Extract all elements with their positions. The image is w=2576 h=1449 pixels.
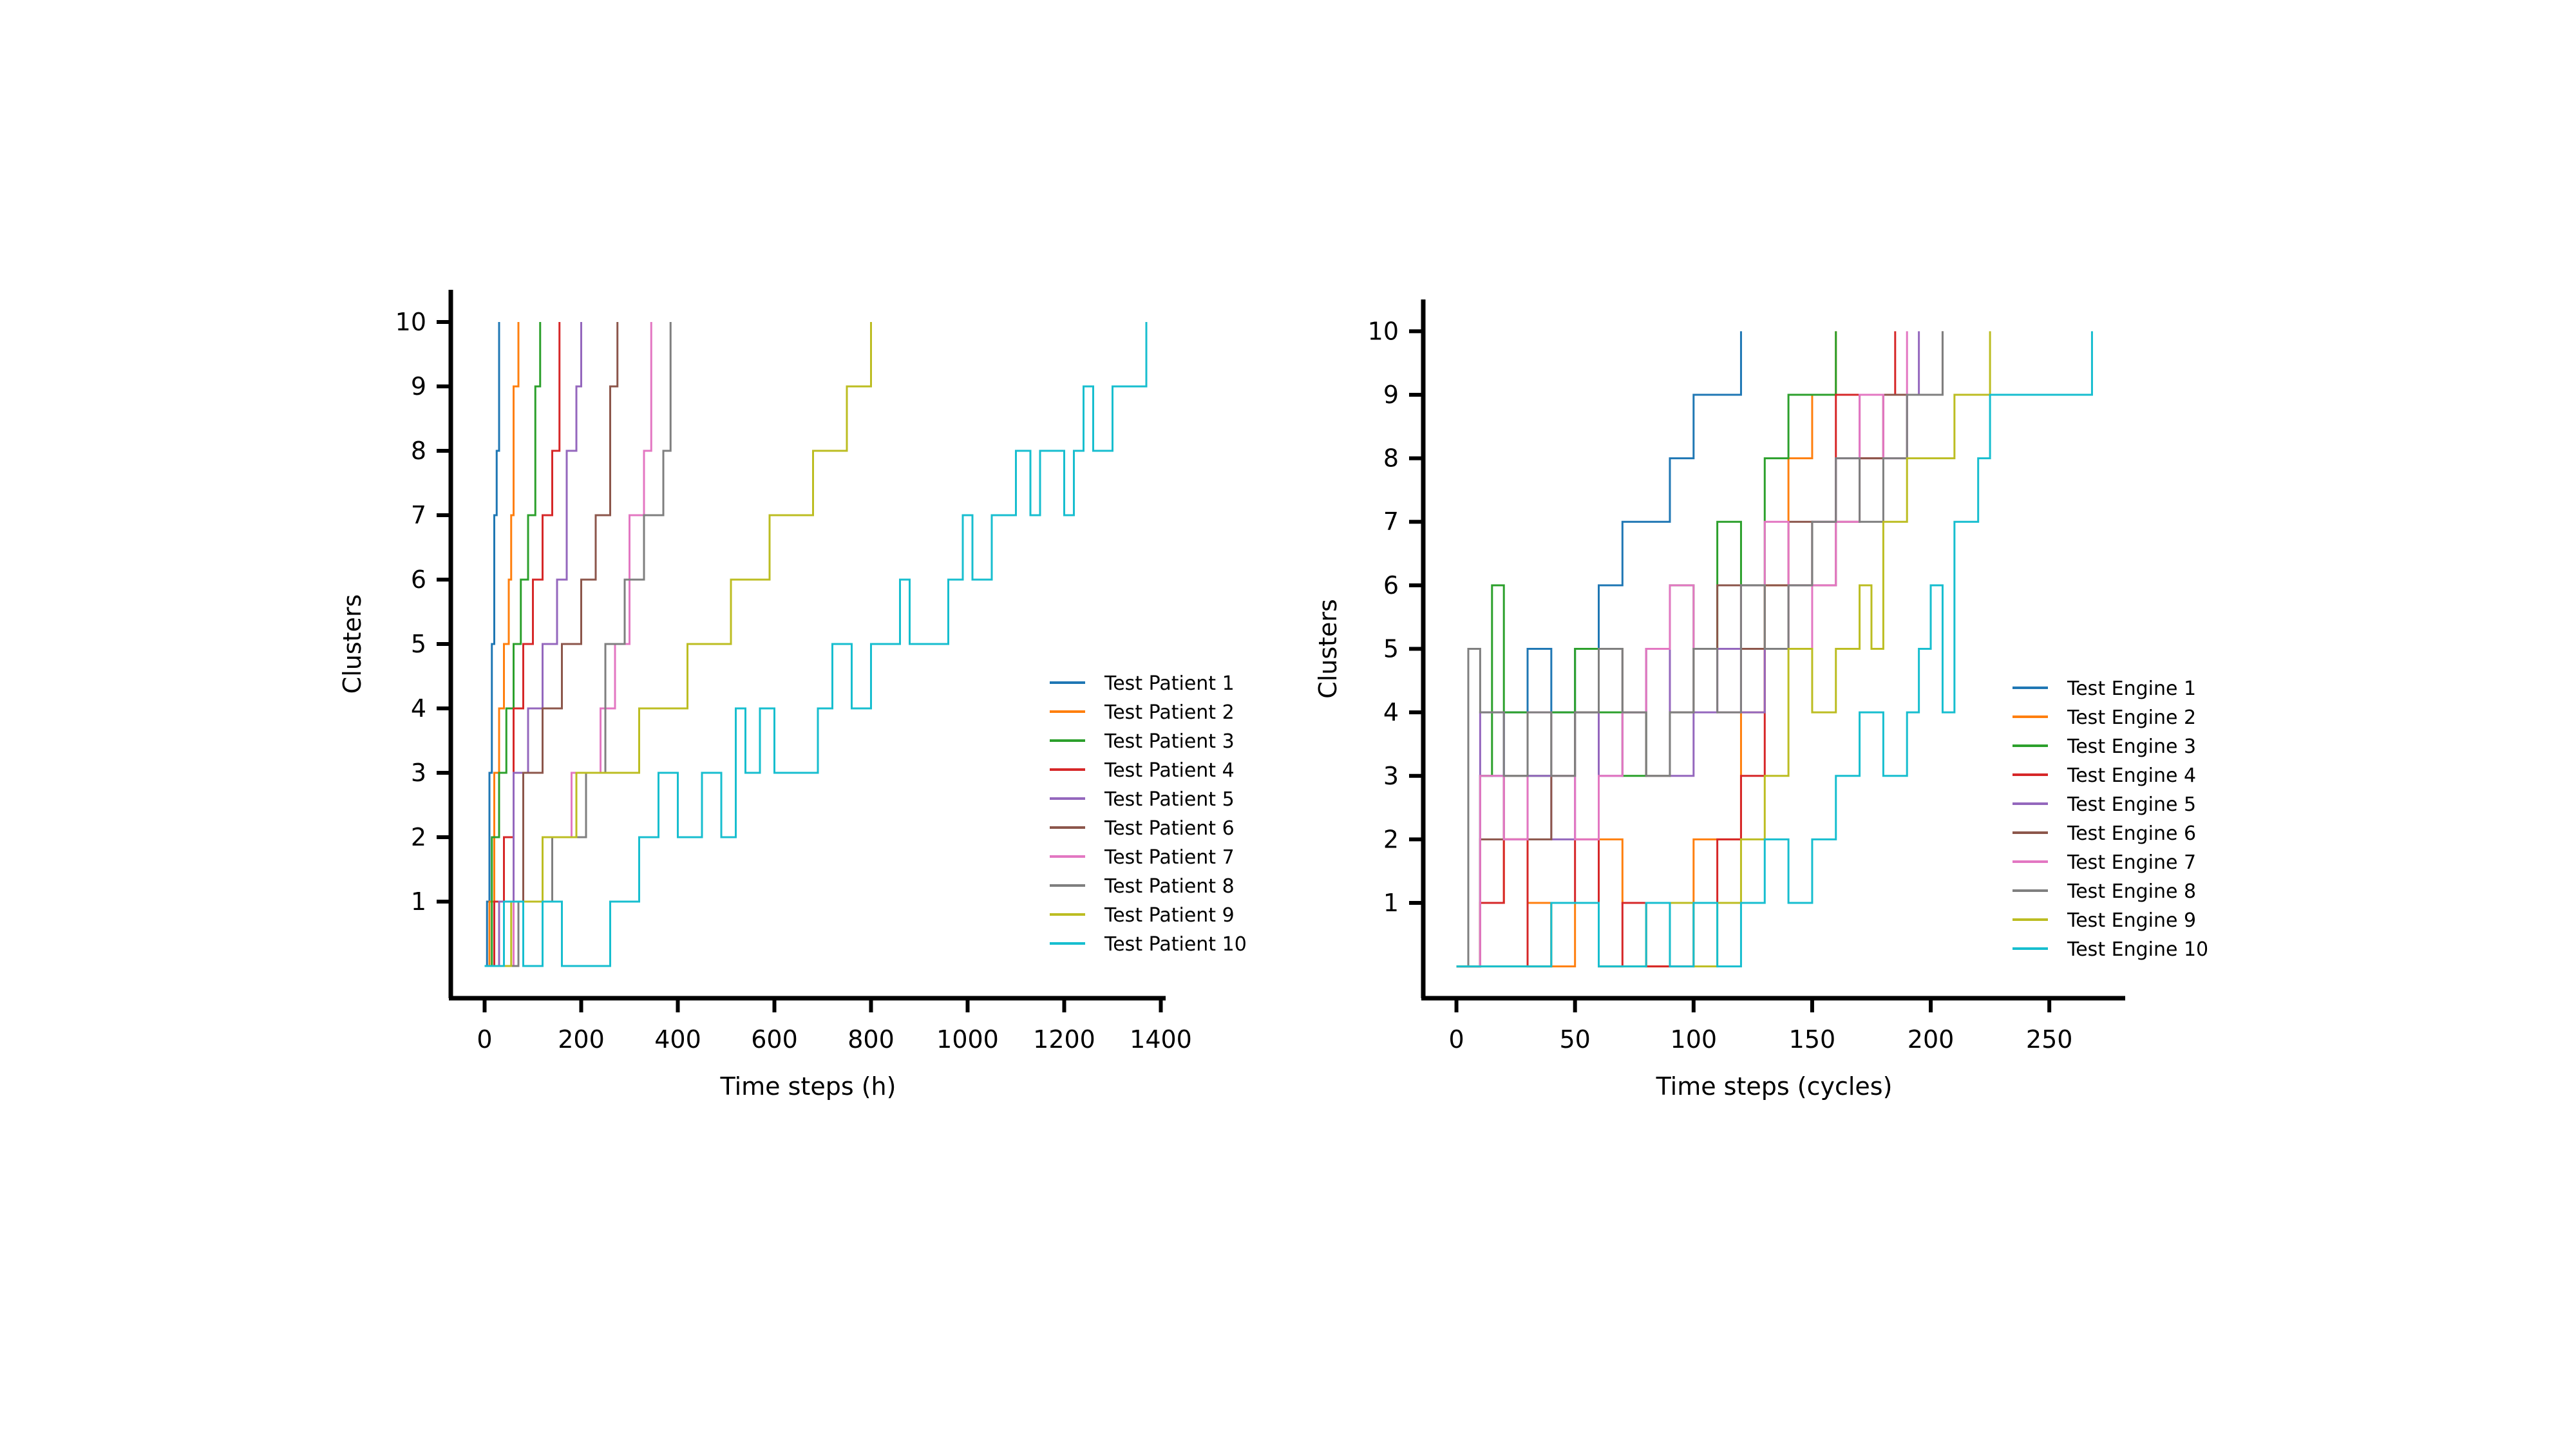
legend-label: Test Patient 8 bbox=[1104, 875, 1235, 898]
x-tick-label: 600 bbox=[751, 1025, 798, 1054]
x-axis-label: Time steps (h) bbox=[720, 1072, 896, 1101]
x-tick-label: 0 bbox=[1448, 1025, 1464, 1054]
x-tick-label: 150 bbox=[1789, 1025, 1836, 1054]
legend-label: Test Engine 6 bbox=[2067, 822, 2196, 845]
x-axis-label: Time steps (cycles) bbox=[1656, 1072, 1893, 1101]
legend-label: Test Patient 7 bbox=[1104, 846, 1235, 869]
y-tick-label: 4 bbox=[1383, 698, 1399, 726]
y-tick-label: 5 bbox=[411, 630, 426, 658]
series-line-3 bbox=[484, 322, 542, 967]
series-line-4 bbox=[1456, 331, 1897, 968]
x-tick-label: 1000 bbox=[936, 1025, 999, 1054]
y-tick-label: 8 bbox=[1383, 444, 1399, 473]
y-tick-label: 4 bbox=[411, 694, 426, 723]
legend-label: Test Engine 2 bbox=[2067, 706, 2196, 729]
y-axis-label: Clusters bbox=[1314, 599, 1342, 699]
series-line-8 bbox=[1456, 331, 1944, 968]
y-tick-label: 2 bbox=[411, 823, 426, 851]
chart-patients: 1 2 3 4 5 6 7 8 9 10 0 200 400 600 800 1000 1200 1400 Time… bbox=[338, 290, 1247, 1101]
x-tick-label: 400 bbox=[654, 1025, 701, 1054]
legend-label: Test Engine 10 bbox=[2067, 938, 2208, 961]
legend-label: Test Engine 4 bbox=[2067, 764, 2196, 787]
y-tick-label: 10 bbox=[1368, 317, 1399, 345]
y-tick-label: 8 bbox=[411, 437, 426, 465]
x-tick-label: 100 bbox=[1671, 1025, 1718, 1054]
legend-label: Test Engine 5 bbox=[2067, 793, 2196, 816]
y-tick-label: 7 bbox=[1383, 507, 1399, 536]
legend-label: Test Engine 9 bbox=[2067, 909, 2196, 932]
y-tick-label: 9 bbox=[1383, 381, 1399, 409]
legend-label: Test Patient 5 bbox=[1104, 788, 1235, 811]
series-line-9 bbox=[484, 322, 872, 967]
y-tick-label: 10 bbox=[395, 308, 426, 336]
x-tick-label: 0 bbox=[477, 1025, 492, 1054]
x-tick-label: 50 bbox=[1559, 1025, 1590, 1054]
y-axis-label: Clusters bbox=[338, 594, 366, 694]
legend-label: Test Patient 2 bbox=[1104, 701, 1235, 724]
y-tick-label: 2 bbox=[1383, 825, 1399, 853]
legend: Test Patient 1 Test Patient 2 Test Patient… bbox=[1050, 672, 1247, 956]
legend-label: Test Patient 9 bbox=[1104, 904, 1235, 927]
y-tick-label: 3 bbox=[411, 759, 426, 787]
x-tick-label: 250 bbox=[2026, 1025, 2073, 1054]
legend-label: Test Patient 6 bbox=[1104, 817, 1235, 840]
legend: Test Engine 1 Test Engine 2 Test Engine 3 T… bbox=[2012, 677, 2208, 961]
legend-label: Test Patient 1 bbox=[1104, 672, 1235, 695]
x-tick-label: 200 bbox=[558, 1025, 605, 1054]
y-tick-label: 1 bbox=[1383, 889, 1399, 917]
x-tick-label: 1200 bbox=[1033, 1025, 1095, 1054]
y-tick-label: 5 bbox=[1383, 635, 1399, 663]
y-tick-label: 6 bbox=[411, 565, 426, 594]
x-tick-label: 200 bbox=[1908, 1025, 1955, 1054]
legend-label: Test Patient 3 bbox=[1104, 730, 1235, 753]
x-tick-label: 800 bbox=[848, 1025, 895, 1054]
series-line-10 bbox=[484, 322, 1148, 967]
y-tick-label: 1 bbox=[411, 887, 426, 916]
y-tick-label: 9 bbox=[411, 372, 426, 401]
series-line-1 bbox=[484, 322, 500, 967]
legend-label: Test Patient 10 bbox=[1104, 933, 1247, 956]
legend-label: Test Engine 1 bbox=[2067, 677, 2196, 700]
legend-label: Test Engine 3 bbox=[2067, 735, 2196, 758]
y-tick-label: 6 bbox=[1383, 571, 1399, 600]
x-tick-label: 1400 bbox=[1130, 1025, 1192, 1054]
legend-label: Test Patient 4 bbox=[1104, 759, 1235, 782]
y-tick-label: 7 bbox=[411, 501, 426, 529]
legend-label: Test Engine 7 bbox=[2067, 851, 2196, 874]
series-line-10 bbox=[1456, 331, 2093, 968]
legend-label: Test Engine 8 bbox=[2067, 880, 2196, 903]
y-tick-label: 3 bbox=[1383, 762, 1399, 790]
